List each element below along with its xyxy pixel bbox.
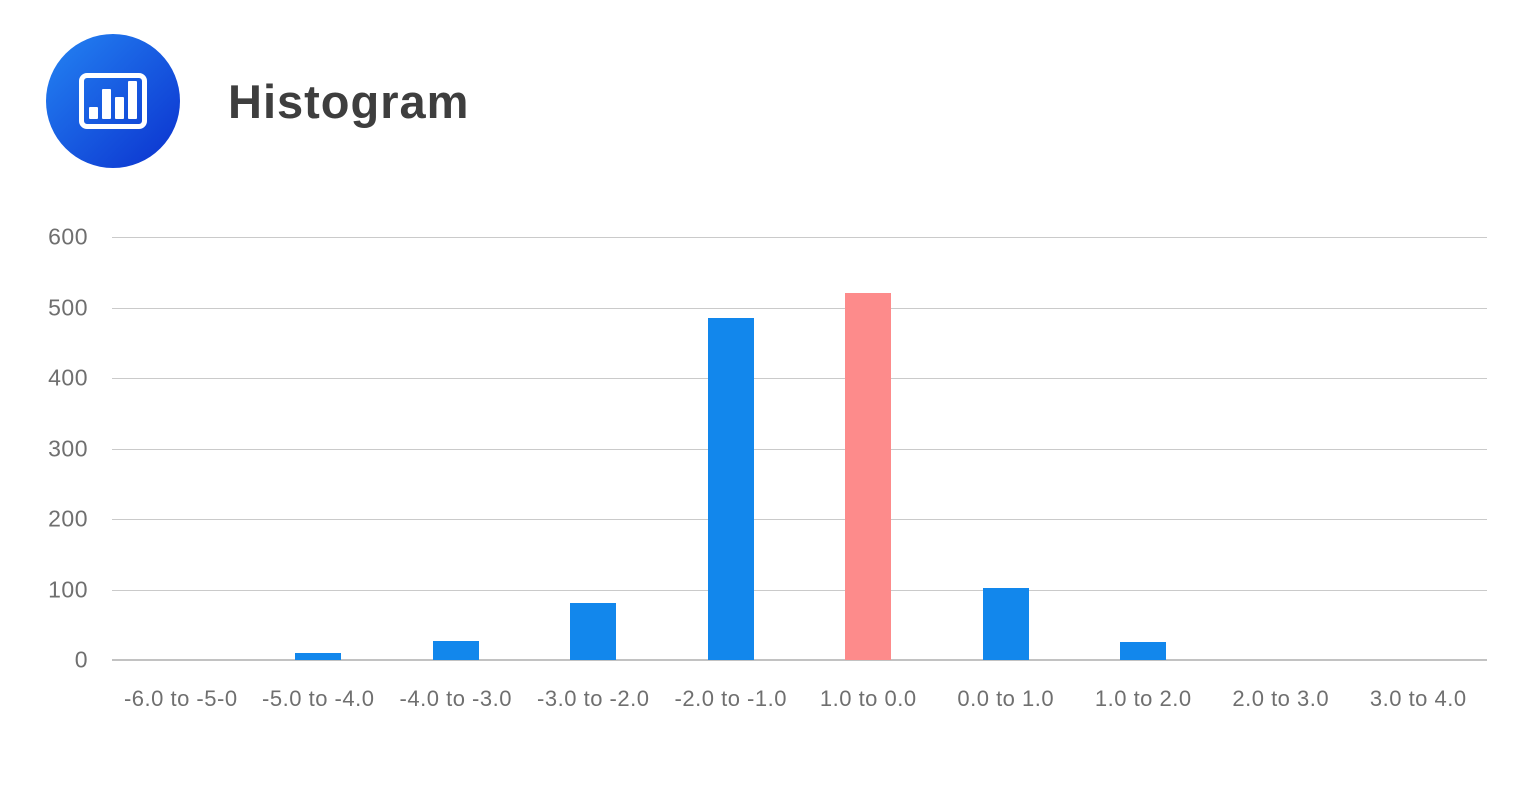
gridline-600 [112,237,1487,238]
x-tick-label: -3.0 to -2.0 [537,686,650,711]
histogram-bar-7 [982,588,1029,660]
y-tick-label: 300 [48,435,88,461]
y-tick-label: 500 [48,294,88,320]
x-tick-label: -4.0 to -3.0 [399,686,512,711]
gridline-0 [112,659,1487,661]
histogram-bar-6 [845,293,892,660]
x-tick-label: -2.0 to -1.0 [674,686,787,711]
bar-chart-icon-frame [79,73,147,129]
x-tick-label: -6.0 to -5-0 [123,686,238,711]
y-axis-labels: 0 100 200 300 400 500 600 [20,224,88,673]
histogram-bar-3 [432,640,479,660]
y-tick-label: 400 [48,364,88,391]
histogram-bar-4 [570,602,617,660]
x-tick-label: -5.0 to -4.0 [262,686,375,711]
bar-chart-icon [46,34,180,168]
gridline-200 [112,519,1487,520]
y-tick-label: 600 [48,223,88,250]
histogram-bar-2 [295,652,342,660]
gridline-100 [112,589,1487,591]
x-tick-label: 1.0 to 0.0 [819,686,917,711]
y-tick-label: 0 [74,646,88,673]
gridline-500 [112,307,1487,309]
x-tick-label: 0.0 to 1.0 [957,686,1055,711]
histogram-bar-8 [1120,641,1167,660]
x-tick-label: 3.0 to 4.0 [1369,686,1467,711]
page-title: Histogram [228,74,470,128]
x-axis-labels: -6.0 to -5-0 -5.0 to -4.0 -4.0 to -3.0 -3.0… [112,686,1487,716]
gridline-300 [112,448,1487,450]
chart-header: Histogram [46,34,469,168]
histogram-bar-5 [707,318,754,660]
x-tick-label: 1.0 to 2.0 [1094,686,1192,711]
y-tick-label: 100 [48,576,88,602]
histogram-plot-area [112,237,1487,661]
gridline-400 [112,378,1487,379]
y-tick-label: 200 [48,505,88,532]
x-tick-label: 2.0 to 3.0 [1232,686,1330,711]
